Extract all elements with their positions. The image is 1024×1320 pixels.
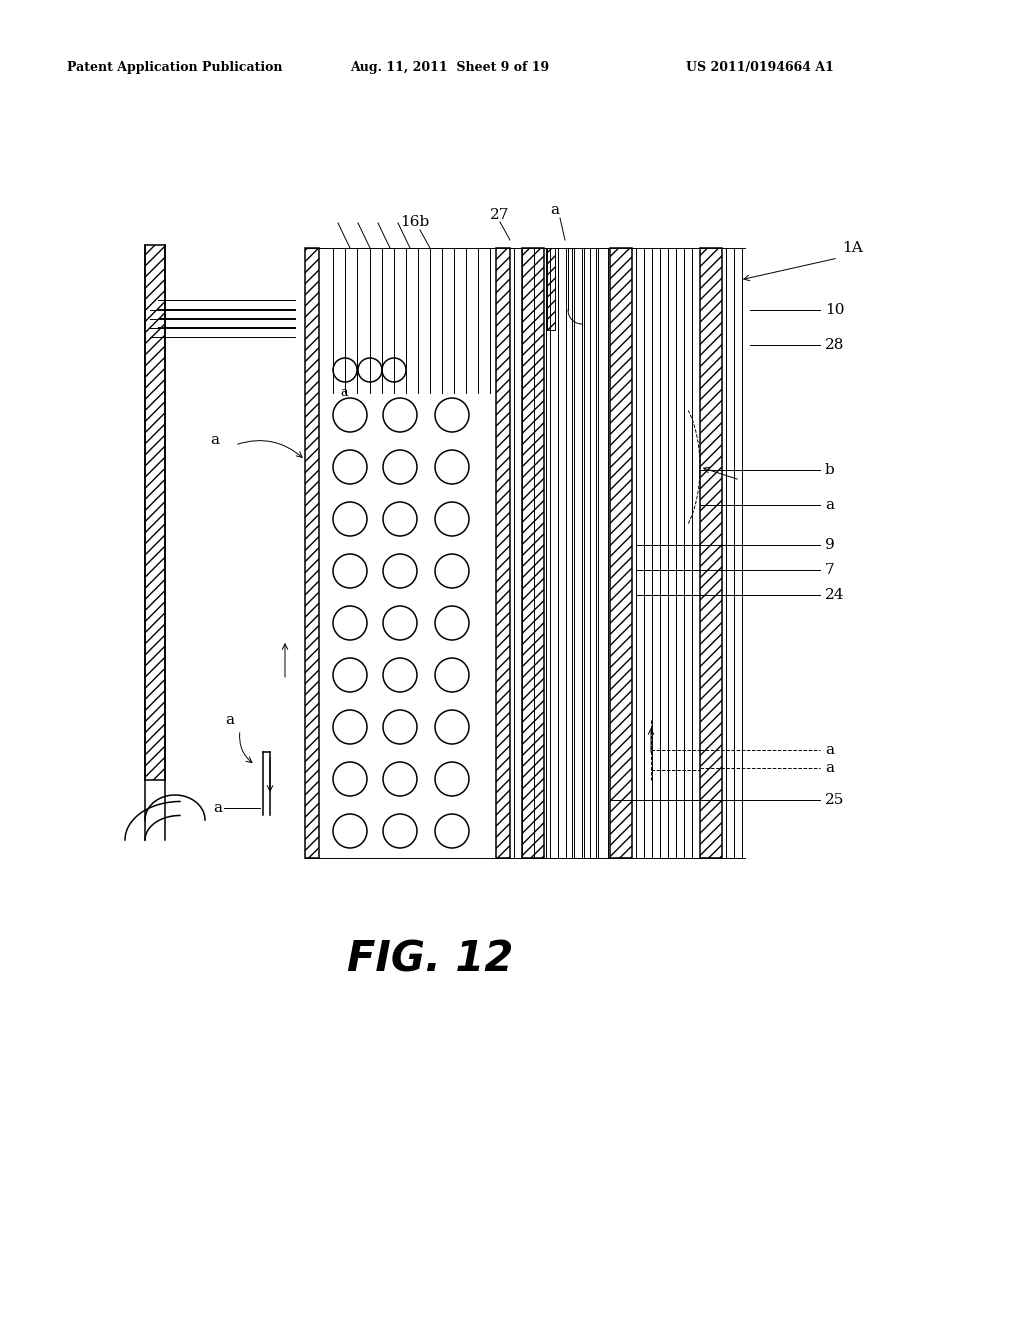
Circle shape: [435, 657, 469, 692]
Text: US 2011/0194664 A1: US 2011/0194664 A1: [686, 61, 834, 74]
Circle shape: [382, 358, 406, 381]
Circle shape: [435, 814, 469, 847]
Circle shape: [333, 358, 357, 381]
Bar: [522, 248, 544, 858]
Text: a: a: [225, 713, 234, 727]
Text: 7: 7: [825, 564, 835, 577]
Circle shape: [383, 762, 417, 796]
Bar: [496, 248, 510, 858]
Text: 28: 28: [825, 338, 845, 352]
Circle shape: [333, 606, 367, 640]
Text: a: a: [340, 387, 348, 400]
Text: a: a: [825, 743, 834, 756]
Bar: [700, 248, 722, 858]
Circle shape: [383, 450, 417, 484]
Circle shape: [333, 554, 367, 587]
Text: 16b: 16b: [400, 215, 430, 228]
Circle shape: [383, 710, 417, 744]
Circle shape: [383, 814, 417, 847]
Text: 24: 24: [825, 587, 845, 602]
Circle shape: [333, 710, 367, 744]
Bar: [145, 246, 165, 780]
Circle shape: [383, 606, 417, 640]
Bar: [547, 248, 555, 330]
Text: Patent Application Publication: Patent Application Publication: [68, 61, 283, 74]
Circle shape: [333, 762, 367, 796]
Circle shape: [383, 502, 417, 536]
Circle shape: [435, 502, 469, 536]
Text: 1A: 1A: [842, 242, 863, 255]
Circle shape: [435, 450, 469, 484]
Circle shape: [333, 814, 367, 847]
Text: a: a: [211, 433, 219, 447]
Circle shape: [435, 710, 469, 744]
Circle shape: [383, 399, 417, 432]
Circle shape: [435, 606, 469, 640]
Circle shape: [383, 554, 417, 587]
Circle shape: [333, 399, 367, 432]
Bar: [145, 246, 165, 780]
Text: b: b: [825, 463, 835, 477]
Circle shape: [333, 502, 367, 536]
Text: a: a: [825, 762, 834, 775]
Circle shape: [333, 450, 367, 484]
Text: 25: 25: [825, 793, 845, 807]
Circle shape: [435, 762, 469, 796]
Text: Aug. 11, 2011  Sheet 9 of 19: Aug. 11, 2011 Sheet 9 of 19: [350, 61, 550, 74]
Text: FIG. 12: FIG. 12: [347, 939, 513, 981]
Text: 10: 10: [825, 304, 845, 317]
Text: a: a: [213, 801, 222, 814]
Bar: [610, 248, 632, 858]
Circle shape: [358, 358, 382, 381]
Bar: [305, 248, 319, 858]
Circle shape: [435, 399, 469, 432]
Text: a: a: [825, 498, 834, 512]
Text: 27: 27: [490, 209, 510, 222]
Circle shape: [435, 554, 469, 587]
Circle shape: [333, 657, 367, 692]
Text: a: a: [551, 203, 559, 216]
Circle shape: [383, 657, 417, 692]
Text: 9: 9: [825, 539, 835, 552]
